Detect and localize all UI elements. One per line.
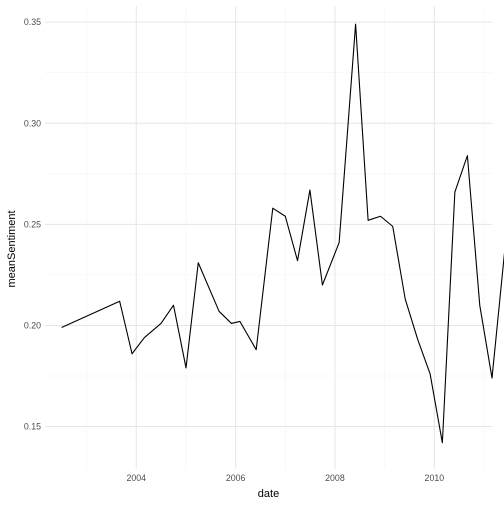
x-tick-label: 2006 [226, 473, 246, 483]
x-tick-label: 2010 [425, 473, 445, 483]
y-tick-label: 0.20 [24, 320, 41, 330]
series-line [61, 23, 504, 444]
y-tick-label: 0.15 [24, 422, 41, 432]
y-tick-labels: 0.15 0.20 0.25 0.30 0.35 [24, 17, 41, 431]
y-axis-title: meanSentiment [6, 210, 18, 287]
x-tick-labels: 2004 2006 2008 2010 [126, 473, 444, 483]
x-tick-label: 2008 [325, 473, 345, 483]
y-tick-label: 0.25 [24, 219, 41, 229]
y-tick-label: 0.30 [24, 118, 41, 128]
x-tick-label: 2004 [126, 473, 146, 483]
x-axis-title: date [258, 488, 279, 500]
series-layer [61, 23, 504, 444]
y-tick-label: 0.35 [24, 17, 41, 27]
gridlines [45, 6, 492, 469]
